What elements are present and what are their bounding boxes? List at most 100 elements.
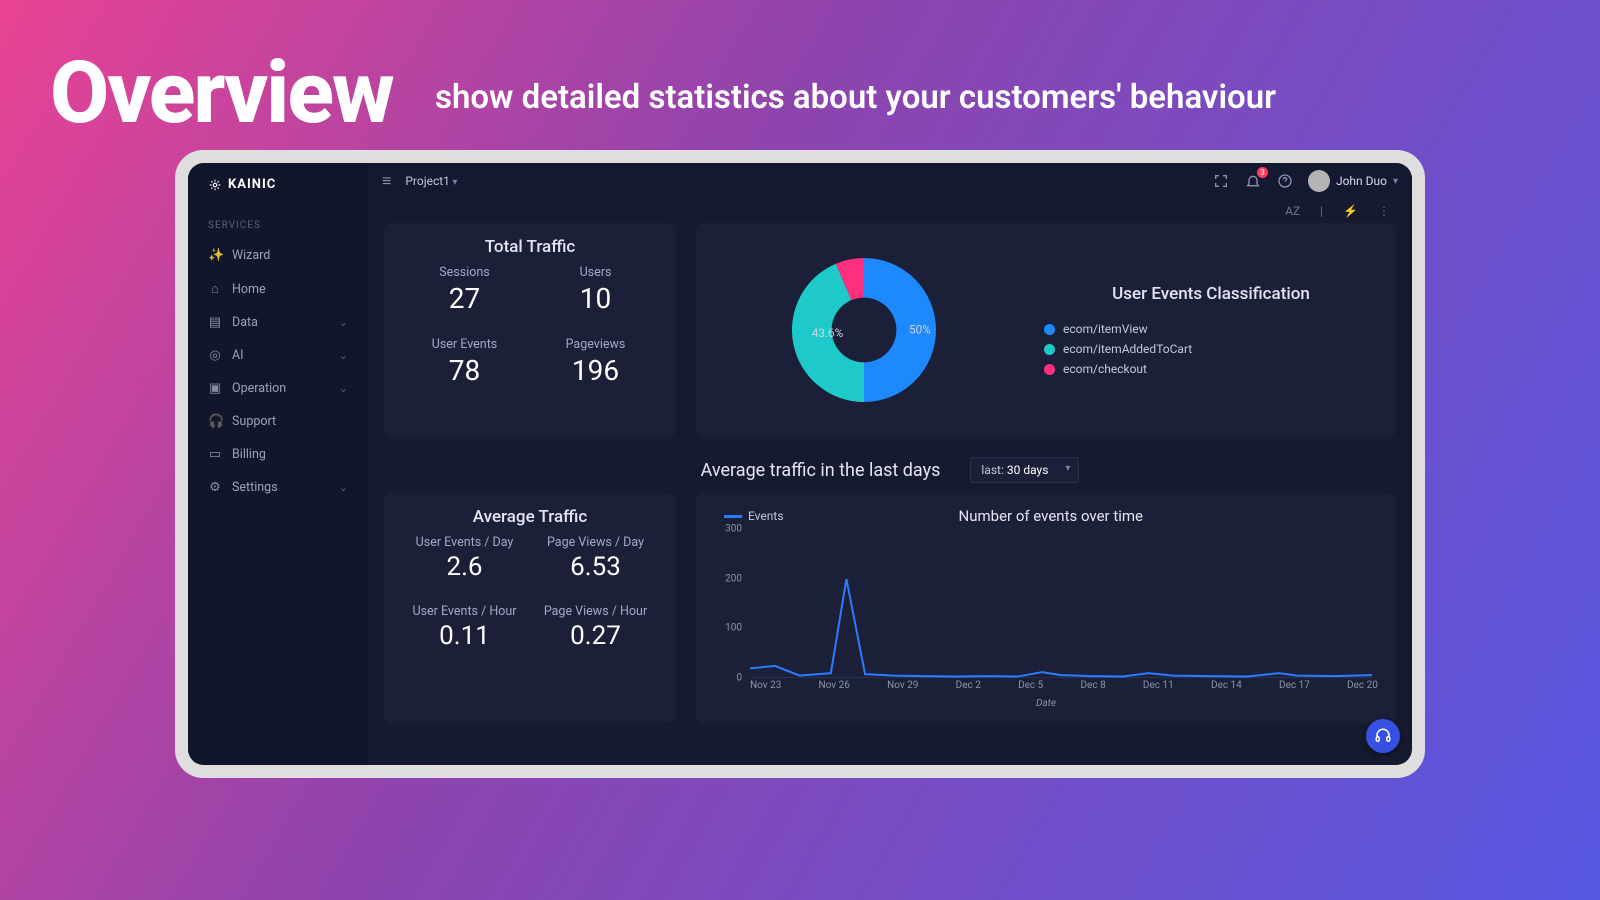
- stat-label: Page Views / Hour: [533, 604, 658, 619]
- wizard-icon: ✨: [208, 248, 222, 263]
- sidebar-item-home[interactable]: ⌂Home: [188, 272, 368, 306]
- support-fab[interactable]: [1366, 719, 1400, 753]
- hero-subtitle: show detailed statistics about your cust…: [435, 78, 1276, 117]
- legend-label: ecom/itemAddedToCart: [1063, 342, 1192, 356]
- line-legend-label: Events: [748, 509, 784, 523]
- support-icon: 🎧: [208, 414, 222, 429]
- settings-icon: ⚙: [208, 480, 222, 495]
- sidebar-item-label: Operation: [232, 381, 329, 396]
- stat-label: Pageviews: [533, 337, 658, 352]
- brand-text: KAINIC: [228, 177, 276, 192]
- stat: Page Views / Hour 0.27: [533, 604, 658, 651]
- x-tick: Dec 2: [956, 680, 981, 700]
- y-tick: 300: [725, 524, 742, 535]
- stat-value: 10: [533, 282, 658, 315]
- sidebar-item-label: Settings: [232, 480, 329, 495]
- app-screen: KAINIC SERVICES ✨Wizard⌂Home▤Data⌄◎AI⌄▣O…: [188, 163, 1412, 765]
- stat-label: User Events: [402, 337, 527, 352]
- chevron-down-icon: ⌄: [339, 316, 348, 329]
- sidebar-item-billing[interactable]: ▭Billing: [188, 438, 368, 471]
- sidebar-item-ai[interactable]: ◎AI⌄: [188, 339, 368, 372]
- events-over-time-card: Events Number of events over time 0 100 20…: [696, 493, 1396, 723]
- hero-title: Overview: [50, 42, 393, 143]
- row-bottom: Average Traffic User Events / Day 2.6Pag…: [384, 493, 1396, 723]
- stat-value: 6.53: [533, 552, 658, 582]
- sort-az-button[interactable]: AZ: [1285, 204, 1300, 218]
- legend-swatch: [1044, 344, 1055, 355]
- help-icon[interactable]: [1276, 172, 1294, 190]
- dropdown-prefix: last:: [981, 463, 1003, 477]
- legend-swatch: [1044, 364, 1055, 375]
- user-menu[interactable]: John Duo: [1308, 170, 1398, 192]
- sidebar-item-settings[interactable]: ⚙ Settings ⌄: [188, 471, 368, 504]
- line-chart: 0100200300 Nov 23Nov 26Nov 29Dec 2Dec 5D…: [714, 529, 1378, 700]
- sidebar-item-label: Data: [232, 315, 329, 330]
- sidebar-item-label: Support: [232, 414, 348, 429]
- x-tick: Nov 26: [819, 680, 850, 700]
- topbar: ≡ Project1 3 John D: [368, 163, 1412, 199]
- line-legend: Events: [724, 509, 784, 523]
- sidebar: KAINIC SERVICES ✨Wizard⌂Home▤Data⌄◎AI⌄▣O…: [188, 163, 368, 765]
- legend-label: ecom/checkout: [1063, 362, 1147, 376]
- chevron-down-icon: ⌄: [339, 481, 348, 494]
- project-selector[interactable]: Project1: [405, 174, 457, 188]
- stat: Page Views / Day 6.53: [533, 535, 658, 582]
- stat-label: Users: [533, 265, 658, 280]
- stat-label: Sessions: [402, 265, 527, 280]
- donut-chart: 50%43.6%: [714, 240, 1014, 420]
- main: ≡ Project1 3 John D: [368, 163, 1412, 765]
- x-tick: Dec 20: [1347, 680, 1378, 700]
- x-tick: Dec 5: [1018, 680, 1043, 700]
- notification-badge: 3: [1257, 167, 1268, 178]
- avg-traffic-header-title: Average traffic in the last days: [701, 460, 941, 481]
- user-events-title: User Events Classification: [1044, 284, 1378, 304]
- content: AZ | ⚡ ⋮ Total Traffic Sessions 27Users …: [368, 199, 1412, 765]
- stat-value: 0.27: [533, 621, 658, 651]
- legend-label: ecom/itemView: [1063, 322, 1148, 336]
- row-top: Total Traffic Sessions 27Users 10User Ev…: [384, 223, 1396, 437]
- line-chart-title: Number of events over time: [814, 507, 1288, 525]
- brand[interactable]: KAINIC: [188, 177, 368, 210]
- stat: User Events / Day 2.6: [402, 535, 527, 582]
- sidebar-item-data[interactable]: ▤Data⌄: [188, 306, 368, 339]
- sidebar-item-label: Wizard: [232, 248, 348, 263]
- more-icon[interactable]: ⋮: [1378, 204, 1390, 218]
- sidebar-section-label: SERVICES: [188, 210, 368, 239]
- fullscreen-icon[interactable]: [1212, 172, 1230, 190]
- total-traffic-title: Total Traffic: [402, 237, 658, 257]
- total-traffic-card: Total Traffic Sessions 27Users 10User Ev…: [384, 223, 676, 437]
- stat-value: 196: [533, 354, 658, 387]
- x-tick: Nov 29: [887, 680, 918, 700]
- bolt-icon[interactable]: ⚡: [1343, 204, 1358, 218]
- date-range-dropdown[interactable]: last: 30 days: [970, 457, 1079, 483]
- operation-icon: ▣: [208, 381, 222, 396]
- stat-label: User Events / Day: [402, 535, 527, 550]
- sidebar-item-wizard[interactable]: ✨ Wizard: [188, 239, 368, 272]
- dropdown-value: 30 days: [1007, 463, 1049, 477]
- legend-item: ecom/itemAddedToCart: [1044, 342, 1378, 356]
- stat: Sessions 27: [402, 265, 527, 315]
- sidebar-item-operation[interactable]: ▣Operation⌄: [188, 372, 368, 405]
- y-tick: 200: [725, 573, 742, 584]
- stat-value: 0.11: [402, 621, 527, 651]
- user-events-card: 50%43.6% User Events Classification ecom…: [696, 223, 1396, 437]
- menu-toggle-icon[interactable]: ≡: [382, 171, 391, 191]
- x-tick: Dec 17: [1279, 680, 1310, 700]
- sidebar-item-support[interactable]: 🎧 Support: [188, 405, 368, 438]
- legend-item: ecom/checkout: [1044, 362, 1378, 376]
- y-tick: 0: [736, 673, 742, 684]
- avatar: [1308, 170, 1330, 192]
- sidebar-item-label: AI: [232, 348, 329, 363]
- average-traffic-title: Average Traffic: [402, 507, 658, 527]
- y-tick: 100: [725, 623, 742, 634]
- brand-icon: [208, 178, 222, 192]
- stat-label: User Events / Hour: [402, 604, 527, 619]
- ai-icon: ◎: [208, 348, 222, 363]
- stat-label: Page Views / Day: [533, 535, 658, 550]
- stat-value: 78: [402, 354, 527, 387]
- stat: User Events 78: [402, 337, 527, 387]
- notifications-icon[interactable]: 3: [1244, 172, 1262, 190]
- card-toolbar: AZ | ⚡ ⋮: [384, 199, 1396, 223]
- x-tick: Dec 11: [1143, 680, 1174, 700]
- device-frame: KAINIC SERVICES ✨Wizard⌂Home▤Data⌄◎AI⌄▣O…: [175, 150, 1425, 778]
